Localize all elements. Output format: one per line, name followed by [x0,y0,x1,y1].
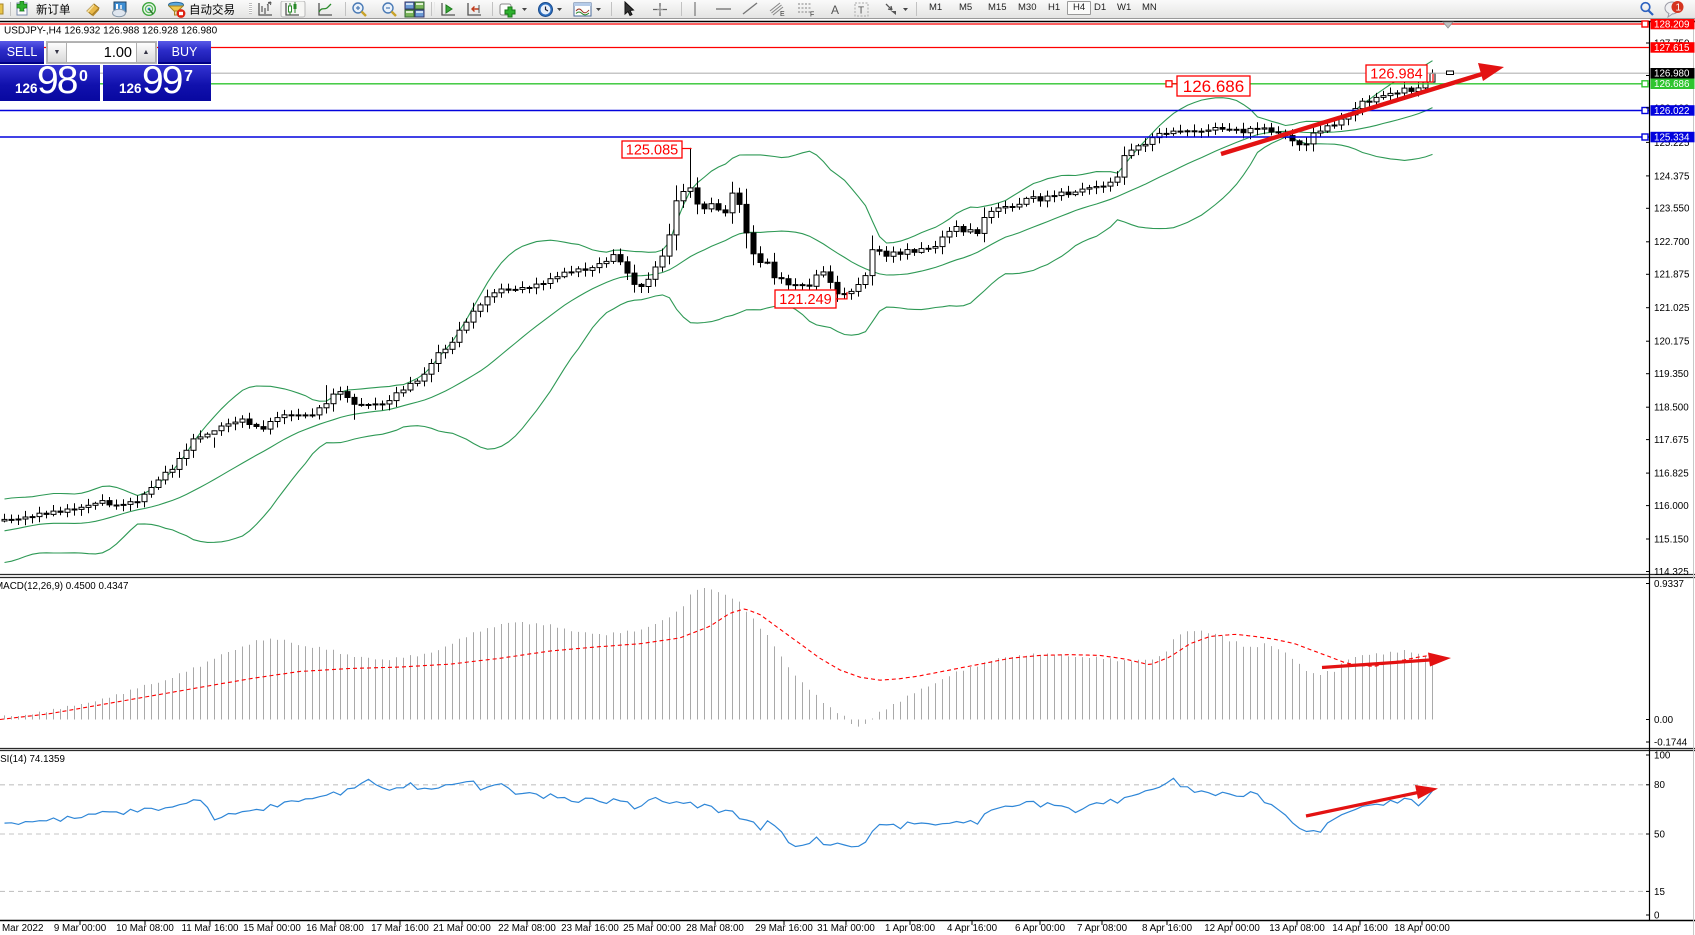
svg-text:15: 15 [1654,887,1665,898]
svg-text:14 Apr 16:00: 14 Apr 16:00 [1332,923,1388,934]
svg-text:116.000: 116.000 [1654,501,1689,512]
svg-text:118.500: 118.500 [1654,403,1689,414]
svg-text:USDJPY-,H4 126.932 126.988 12: USDJPY-,H4 126.932 126.988 126.928 126.9… [4,26,218,37]
svg-text:E: E [780,11,785,18]
svg-text:121.249: 121.249 [779,292,831,308]
svg-text:18 Apr 00:00: 18 Apr 00:00 [1394,923,1450,934]
svg-text:119.350: 119.350 [1654,369,1689,380]
svg-text:6 Apr 00:00: 6 Apr 00:00 [1015,923,1066,934]
svg-text:16 Mar 08:00: 16 Mar 08:00 [306,923,364,934]
svg-text:28 Mar 08:00: 28 Mar 08:00 [686,923,744,934]
svg-text:17 Mar 16:00: 17 Mar 16:00 [371,923,429,934]
svg-text:0.9337: 0.9337 [1654,579,1684,590]
svg-text:13 Apr 08:00: 13 Apr 08:00 [1269,923,1325,934]
svg-text:MACD(12,26,9) 0.4500 0.4347: MACD(12,26,9) 0.4500 0.4347 [0,581,128,592]
svg-text:25 Mar 00:00: 25 Mar 00:00 [623,923,681,934]
svg-text:114.325: 114.325 [1654,567,1689,578]
svg-text:123.550: 123.550 [1654,204,1690,215]
svg-text:126.980: 126.980 [1654,69,1690,80]
svg-text:31 Mar 00:00: 31 Mar 00:00 [817,923,875,934]
svg-text:29 Mar 16:00: 29 Mar 16:00 [755,923,813,934]
svg-text:117.675: 117.675 [1654,435,1689,446]
svg-text:121.025: 121.025 [1654,303,1690,314]
svg-text:125.334: 125.334 [1654,132,1690,143]
svg-text:121.875: 121.875 [1654,270,1690,281]
svg-text:125.225: 125.225 [1654,138,1690,149]
svg-text:80: 80 [1654,780,1665,791]
svg-text:0: 0 [1654,910,1660,921]
svg-text:F: F [810,12,814,19]
svg-text:126.984: 126.984 [1370,67,1422,83]
svg-text:15 Mar 00:00: 15 Mar 00:00 [243,923,301,934]
svg-text:12 Apr 00:00: 12 Apr 00:00 [1204,923,1260,934]
svg-text:7 Apr 08:00: 7 Apr 08:00 [1077,923,1128,934]
svg-text:A: A [831,3,839,17]
svg-text:122.700: 122.700 [1654,237,1690,248]
svg-text:1: 1 [1676,3,1682,14]
svg-text:RSI(14) 74.1359: RSI(14) 74.1359 [0,754,65,765]
svg-text:126.686: 126.686 [1654,79,1690,90]
svg-text:50: 50 [1654,829,1665,840]
svg-text:22 Mar 08:00: 22 Mar 08:00 [498,923,556,934]
svg-text:8 Apr 16:00: 8 Apr 16:00 [1142,923,1193,934]
svg-text:124.375: 124.375 [1654,171,1690,182]
svg-text:23 Mar 16:00: 23 Mar 16:00 [561,923,619,934]
svg-text:-0.1744: -0.1744 [1654,737,1688,748]
svg-text:128.209: 128.209 [1654,19,1689,30]
svg-text:4 Apr 16:00: 4 Apr 16:00 [947,923,998,934]
svg-text:Mar 2022: Mar 2022 [2,923,43,934]
svg-text:116.825: 116.825 [1654,469,1689,480]
svg-text:126.022: 126.022 [1654,106,1689,117]
svg-text:120.175: 120.175 [1654,337,1690,348]
svg-text:T: T [858,6,864,17]
svg-text:自动交易: 自动交易 [189,3,235,17]
svg-text:127.615: 127.615 [1654,43,1690,54]
svg-text:115.150: 115.150 [1654,534,1689,545]
svg-text:10 Mar 08:00: 10 Mar 08:00 [116,923,174,934]
svg-text:11 Mar 16:00: 11 Mar 16:00 [181,923,239,934]
svg-text:1 Apr 08:00: 1 Apr 08:00 [885,923,936,934]
svg-text:126.686: 126.686 [1183,77,1244,96]
svg-text:0.00: 0.00 [1654,715,1674,726]
svg-text:9 Mar 00:00: 9 Mar 00:00 [54,923,107,934]
svg-text:新订单: 新订单 [36,3,71,17]
svg-text:125.085: 125.085 [626,143,678,159]
svg-text:21 Mar 00:00: 21 Mar 00:00 [433,923,491,934]
svg-text:100: 100 [1654,750,1671,761]
